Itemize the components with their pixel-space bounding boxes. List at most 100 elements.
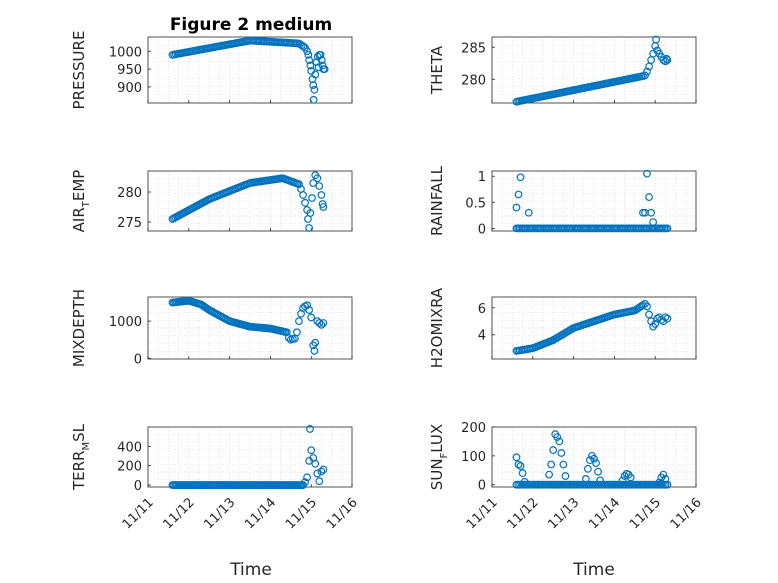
data-point bbox=[663, 56, 672, 64]
data-point bbox=[305, 56, 314, 65]
data-point bbox=[303, 473, 312, 482]
data-point bbox=[661, 475, 670, 483]
data-point bbox=[545, 470, 554, 479]
data-point bbox=[311, 70, 320, 79]
y-tick-label: 400 bbox=[117, 440, 142, 455]
data-point bbox=[314, 63, 323, 72]
data-point bbox=[311, 338, 320, 347]
data-point bbox=[514, 190, 523, 199]
data-point bbox=[295, 180, 303, 189]
data-point bbox=[643, 67, 651, 76]
data-point bbox=[559, 460, 568, 469]
data-point bbox=[518, 469, 527, 478]
data-point bbox=[306, 61, 315, 70]
data-point bbox=[317, 467, 326, 476]
x-tick-label: 11/12 bbox=[505, 495, 542, 532]
data-point bbox=[307, 446, 316, 455]
data-point bbox=[594, 467, 602, 476]
data-point bbox=[305, 224, 314, 232]
data-point bbox=[586, 456, 594, 465]
x-tick-label: 11/11 bbox=[464, 495, 501, 532]
data-point bbox=[299, 191, 307, 199]
subplot-air_temp: 275 280 AIRTEMP bbox=[70, 170, 353, 233]
data-point bbox=[520, 477, 529, 486]
x-tick-label: 11/13 bbox=[201, 495, 238, 532]
y-tick-label: 275 bbox=[117, 216, 142, 231]
data-point bbox=[306, 209, 315, 217]
data-point bbox=[662, 54, 671, 63]
x-tick-label: 11/11 bbox=[120, 495, 157, 532]
y-axis-label: AIRTEMP bbox=[70, 170, 92, 233]
data-point bbox=[512, 203, 521, 212]
subplot-theta: 280 285 THETA bbox=[428, 35, 697, 106]
data-point bbox=[304, 50, 313, 59]
data-point bbox=[643, 302, 651, 311]
data-point bbox=[315, 477, 324, 486]
data-point bbox=[301, 478, 309, 487]
subplot-h2omixra: 4 6 H2OMIXRA bbox=[428, 287, 697, 368]
data-point bbox=[618, 476, 627, 485]
data-point bbox=[308, 194, 316, 202]
data-point bbox=[514, 460, 523, 469]
data-point bbox=[524, 208, 533, 217]
data-point bbox=[661, 313, 670, 322]
data-point bbox=[316, 50, 325, 59]
y-axis-label: PRESSURE bbox=[70, 31, 88, 110]
y-tick-label: 6 bbox=[478, 302, 486, 317]
x-tick-label: 11/15 bbox=[283, 495, 320, 532]
x-axis-label-left: Time bbox=[229, 560, 272, 580]
data-point bbox=[311, 459, 320, 468]
data-point bbox=[315, 319, 324, 327]
y-tick-label: 200 bbox=[461, 421, 486, 436]
data-point bbox=[516, 462, 525, 470]
subplot-rainfall: 0 0.5 1 RAINFALL bbox=[428, 165, 697, 237]
x-tick-label: 11/14 bbox=[242, 495, 279, 532]
y-tick-label: 100 bbox=[461, 450, 486, 465]
data-point bbox=[303, 47, 312, 56]
data-point bbox=[317, 56, 326, 65]
data-point bbox=[299, 42, 308, 51]
data-point bbox=[319, 465, 328, 474]
data-point bbox=[645, 193, 653, 201]
data-point bbox=[295, 317, 303, 326]
data-point bbox=[549, 446, 558, 454]
y-axis-label: RAINFALL bbox=[428, 165, 446, 236]
data-point bbox=[645, 310, 653, 319]
y-tick-label: 1 bbox=[478, 170, 486, 185]
y-tick-label: 285 bbox=[461, 41, 486, 56]
data-point bbox=[313, 469, 322, 478]
x-tick-label: 11/12 bbox=[161, 495, 198, 532]
data-point bbox=[313, 174, 322, 183]
axes-box bbox=[147, 170, 353, 232]
figure-title: Figure 2 medium bbox=[170, 15, 332, 35]
subplot-terr_msl: 0 200 400 11/11 11/12 11/13 11/14 11/15 11/16 TER… bbox=[70, 423, 361, 532]
data-point bbox=[301, 198, 309, 207]
data-point bbox=[655, 478, 664, 487]
y-tick-label: 950 bbox=[117, 63, 142, 78]
y-tick-label: 1000 bbox=[109, 45, 142, 60]
y-axis-label: MIXDEPTH bbox=[70, 289, 88, 367]
y-tick-label: 0 bbox=[478, 479, 486, 494]
data-point bbox=[553, 433, 562, 441]
y-tick-label: 280 bbox=[461, 73, 486, 88]
y-tick-label: 280 bbox=[117, 186, 142, 201]
subplot-sun_flux: 0 100 200 11/11 11/12 11/13 11/14 11/15 11/16 SUN… bbox=[428, 421, 705, 532]
data-point bbox=[516, 173, 525, 182]
data-point bbox=[649, 218, 658, 227]
data-point bbox=[652, 35, 660, 44]
x-tick-label: 11/14 bbox=[586, 495, 623, 532]
data-point bbox=[659, 470, 668, 479]
data-point bbox=[561, 472, 570, 480]
y-tick-label: 4 bbox=[478, 329, 486, 344]
data-point bbox=[592, 459, 600, 467]
data-point bbox=[309, 81, 318, 90]
subplot-mixdepth: 0 1000 MIXDEPTH bbox=[70, 289, 353, 367]
data-point bbox=[596, 476, 605, 485]
data-point bbox=[317, 191, 326, 199]
x-tick-label: 11/16 bbox=[668, 495, 705, 532]
data-point bbox=[647, 56, 656, 64]
data-point bbox=[293, 328, 301, 337]
axes-box bbox=[147, 296, 353, 360]
